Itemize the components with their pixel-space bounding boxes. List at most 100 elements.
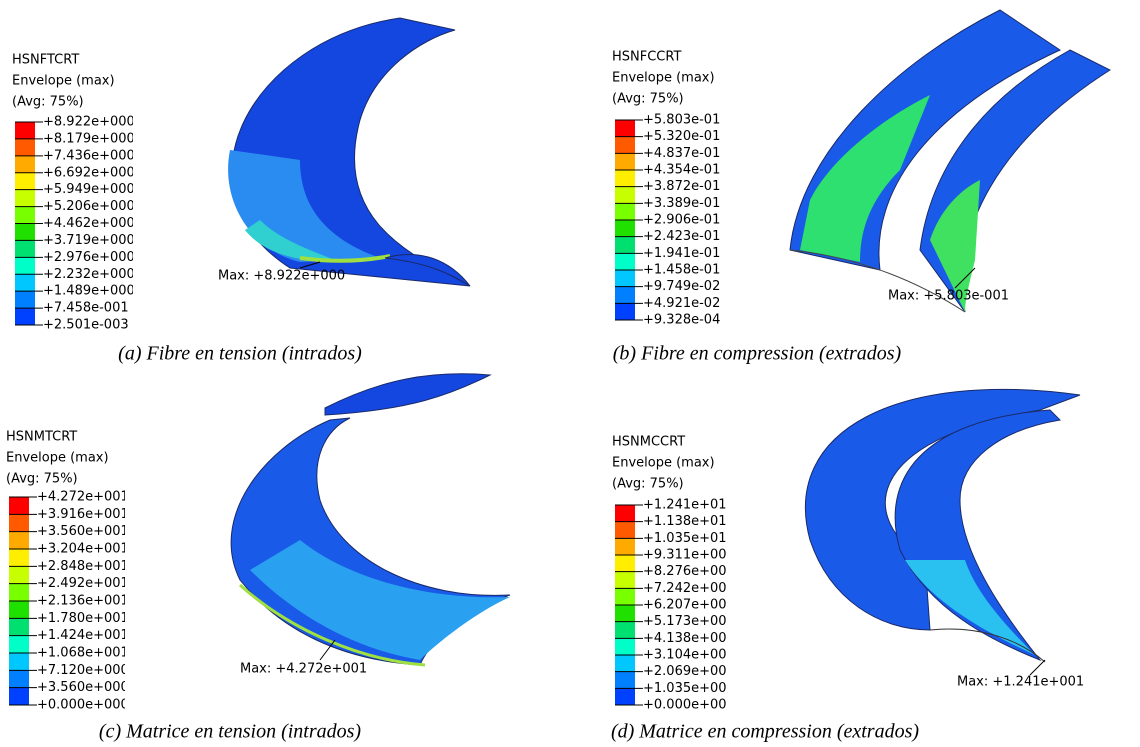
color-band <box>615 120 635 138</box>
model-d <box>804 388 1081 663</box>
max-label: Max: +8.922e+000 <box>218 269 345 284</box>
legend-label: +2.232e+000 <box>43 267 135 282</box>
legend-title: Envelope (max) <box>6 451 109 466</box>
legend-title: Envelope (max) <box>612 71 715 86</box>
legend-label: +2.492e+001 <box>37 576 129 591</box>
legend-label: +2.136e+001 <box>37 594 129 609</box>
legend-label: +2.069e+00 <box>643 664 727 679</box>
legend-label: +7.242e+00 <box>643 581 727 596</box>
color-band <box>15 240 35 258</box>
max-leader <box>954 267 976 289</box>
legend-label: +5.803e-01 <box>643 113 720 128</box>
caption: (d) Matrice en compression (extrados) <box>611 721 919 743</box>
color-band <box>615 588 635 606</box>
legend-label: +2.848e+001 <box>37 559 129 574</box>
legend-title: Envelope (max) <box>612 456 715 471</box>
legend-label: +1.035e+01 <box>643 531 727 546</box>
caption: (a) Fibre en tension (intrados) <box>118 343 362 365</box>
legend: HSNFTCRT Envelope (max) (Avg: 75%) +8.922e+… <box>12 53 135 333</box>
legend-label: +1.489e+000 <box>43 284 135 299</box>
legend-label: +3.719e+000 <box>43 233 135 248</box>
legend-label: +0.000e+00 <box>643 698 727 713</box>
legend: HSNFCCRT Envelope (max) (Avg: 75%) +5.803e-… <box>612 50 720 328</box>
max-leader <box>299 261 321 269</box>
color-band <box>9 653 29 671</box>
color-band <box>9 531 29 550</box>
color-band <box>9 497 29 515</box>
legend-label: +2.423e-01 <box>643 229 720 244</box>
legend-label: +5.949e+000 <box>43 182 135 197</box>
color-band <box>15 206 35 224</box>
caption: (b) Fibre en compression (extrados) <box>613 343 902 365</box>
color-band <box>15 308 35 326</box>
legend-label: +6.207e+00 <box>643 598 727 613</box>
legend-label: +4.138e+00 <box>643 631 727 646</box>
color-band <box>9 583 29 602</box>
legend-title: (Avg: 75%) <box>612 477 684 492</box>
color-band <box>615 655 635 673</box>
color-band <box>15 291 35 309</box>
legend-label: +3.916e+001 <box>37 507 129 522</box>
legend-label: +3.560e+000 <box>37 680 129 695</box>
color-band <box>9 566 29 585</box>
legend-label: +1.780e+001 <box>37 611 129 626</box>
color-band <box>615 236 635 254</box>
legend-label: +6.692e+000 <box>43 165 135 180</box>
legend-title: Envelope (max) <box>12 74 115 89</box>
color-band <box>15 122 35 140</box>
legend-label: +4.837e-01 <box>643 146 720 161</box>
legend-label: +8.276e+00 <box>643 564 727 579</box>
color-band <box>615 688 635 706</box>
legend-label: +5.320e-01 <box>643 129 720 144</box>
legend-title: HSNMCCRT <box>612 435 685 450</box>
color-band <box>9 514 29 533</box>
color-band <box>615 621 635 639</box>
color-band <box>15 172 35 191</box>
color-band <box>615 555 635 573</box>
color-band <box>615 220 635 238</box>
color-band <box>615 153 635 171</box>
model-b <box>789 9 1112 313</box>
color-band <box>615 538 635 556</box>
legend-label: +1.138e+01 <box>643 514 727 529</box>
color-band <box>615 671 635 689</box>
legend-label: +4.272e+001 <box>37 490 129 505</box>
color-band <box>615 303 635 321</box>
color-band <box>615 571 635 589</box>
color-band <box>15 257 35 275</box>
max-label: Max: +4.272e+001 <box>240 662 367 677</box>
color-band <box>9 687 29 706</box>
model-a <box>228 17 471 287</box>
legend-label: +4.462e+000 <box>43 216 135 231</box>
legend-title: (Avg: 75%) <box>612 92 684 107</box>
legend-label: +3.560e+001 <box>37 524 129 539</box>
legend-title: HSNFTCRT <box>12 53 79 68</box>
legend-title: HSNMTCRT <box>6 430 77 445</box>
legend-label: +3.104e+00 <box>643 648 727 663</box>
max-leader <box>1029 659 1046 676</box>
max-label: Max: +1.241e+001 <box>957 675 1084 690</box>
color-band <box>9 635 29 654</box>
legend-label: +1.424e+001 <box>37 628 129 643</box>
legend-label: +4.921e-02 <box>643 296 720 311</box>
color-band <box>615 605 635 623</box>
max-leader <box>319 639 336 661</box>
legend-label: +5.173e+00 <box>643 614 727 629</box>
color-band <box>615 521 635 539</box>
legend-label: +3.872e-01 <box>643 179 720 194</box>
legend-label: +8.179e+000 <box>43 131 135 146</box>
legend-label: +1.241e+01 <box>643 498 727 513</box>
legend-title: (Avg: 75%) <box>12 95 84 110</box>
model-c <box>230 373 511 667</box>
legend-label: +7.436e+000 <box>43 148 135 163</box>
legend-label: +5.206e+000 <box>43 199 135 214</box>
legend-label: +9.328e-04 <box>643 313 720 328</box>
legend-label: +7.120e+000 <box>37 663 129 678</box>
legend-label: +0.000e+000 <box>37 698 129 713</box>
legend-label: +4.354e-01 <box>643 163 720 178</box>
color-band <box>615 286 635 304</box>
legend-title: HSNFCCRT <box>612 50 681 65</box>
color-band <box>615 170 635 188</box>
legend-label: +3.389e-01 <box>643 196 720 211</box>
